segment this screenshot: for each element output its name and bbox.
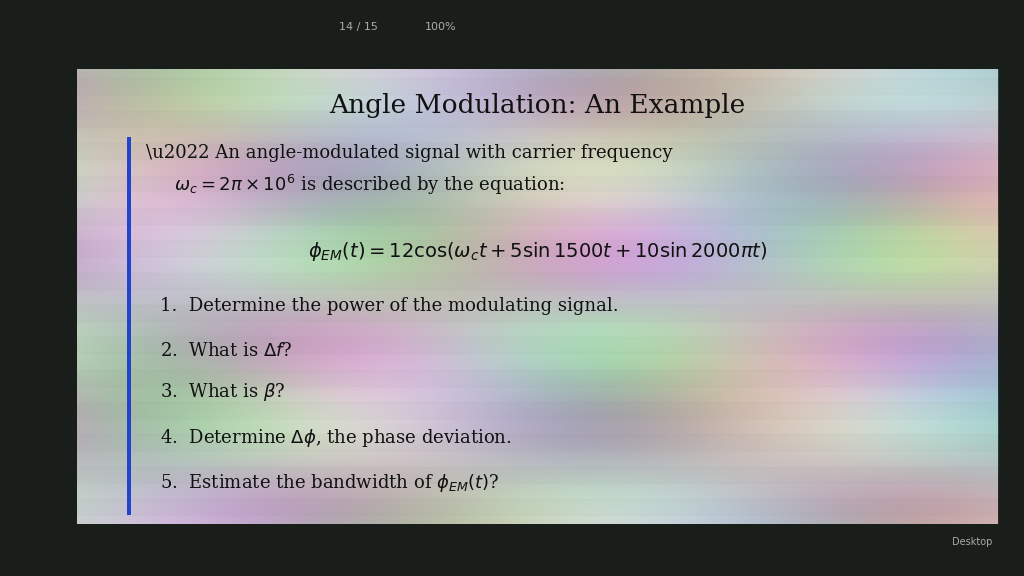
Text: Desktop: Desktop	[952, 537, 992, 547]
Bar	[77, 418, 998, 434]
Bar	[77, 402, 998, 418]
Text: 1.  Determine the power of the modulating signal.: 1. Determine the power of the modulating…	[160, 297, 618, 314]
Bar	[77, 192, 998, 208]
Bar	[77, 160, 998, 175]
Text: 4.  Determine $\Delta\phi$, the phase deviation.: 4. Determine $\Delta\phi$, the phase dev…	[160, 427, 511, 449]
Bar	[77, 94, 998, 111]
Text: $\omega_c = 2\pi \times 10^6$ is described by the equation:: $\omega_c = 2\pi \times 10^6$ is describ…	[173, 173, 564, 197]
Bar	[77, 354, 998, 369]
Bar	[77, 240, 998, 256]
Text: 5.  Estimate the bandwidth of $\phi_{EM}(t)$?: 5. Estimate the bandwidth of $\phi_{EM}(…	[160, 472, 500, 494]
Bar	[77, 386, 998, 402]
Bar	[77, 467, 998, 483]
Text: Angle Modulation: An Example: Angle Modulation: An Example	[330, 93, 745, 118]
Bar	[77, 62, 998, 78]
Bar	[77, 305, 998, 321]
Text: 100%: 100%	[425, 22, 456, 32]
Bar	[77, 272, 998, 289]
Bar	[77, 483, 998, 499]
Text: 3.  What is $\beta$?: 3. What is $\beta$?	[160, 381, 285, 403]
Bar	[77, 434, 998, 450]
Bar	[77, 176, 998, 191]
Text: 2.  What is $\Delta f$?: 2. What is $\Delta f$?	[160, 342, 292, 360]
Text: $\phi_{EM}(t) = 12\cos(\omega_c t + 5\sin 1500t + 10\sin 2000\pi t)$: $\phi_{EM}(t) = 12\cos(\omega_c t + 5\si…	[308, 240, 767, 263]
Bar	[77, 143, 998, 159]
Bar	[77, 450, 998, 467]
Bar	[77, 499, 998, 515]
Text: \u2022 An angle-modulated signal with carrier frequency: \u2022 An angle-modulated signal with ca…	[146, 145, 673, 162]
Bar	[77, 289, 998, 305]
Bar	[77, 208, 998, 224]
Bar	[77, 224, 998, 240]
Bar	[77, 370, 998, 385]
Bar	[77, 256, 998, 272]
Bar	[77, 111, 998, 127]
Bar	[77, 78, 998, 94]
Bar	[77, 321, 998, 337]
Bar	[127, 138, 131, 515]
Bar	[77, 127, 998, 143]
Text: 14 / 15: 14 / 15	[339, 22, 378, 32]
Bar	[77, 338, 998, 353]
